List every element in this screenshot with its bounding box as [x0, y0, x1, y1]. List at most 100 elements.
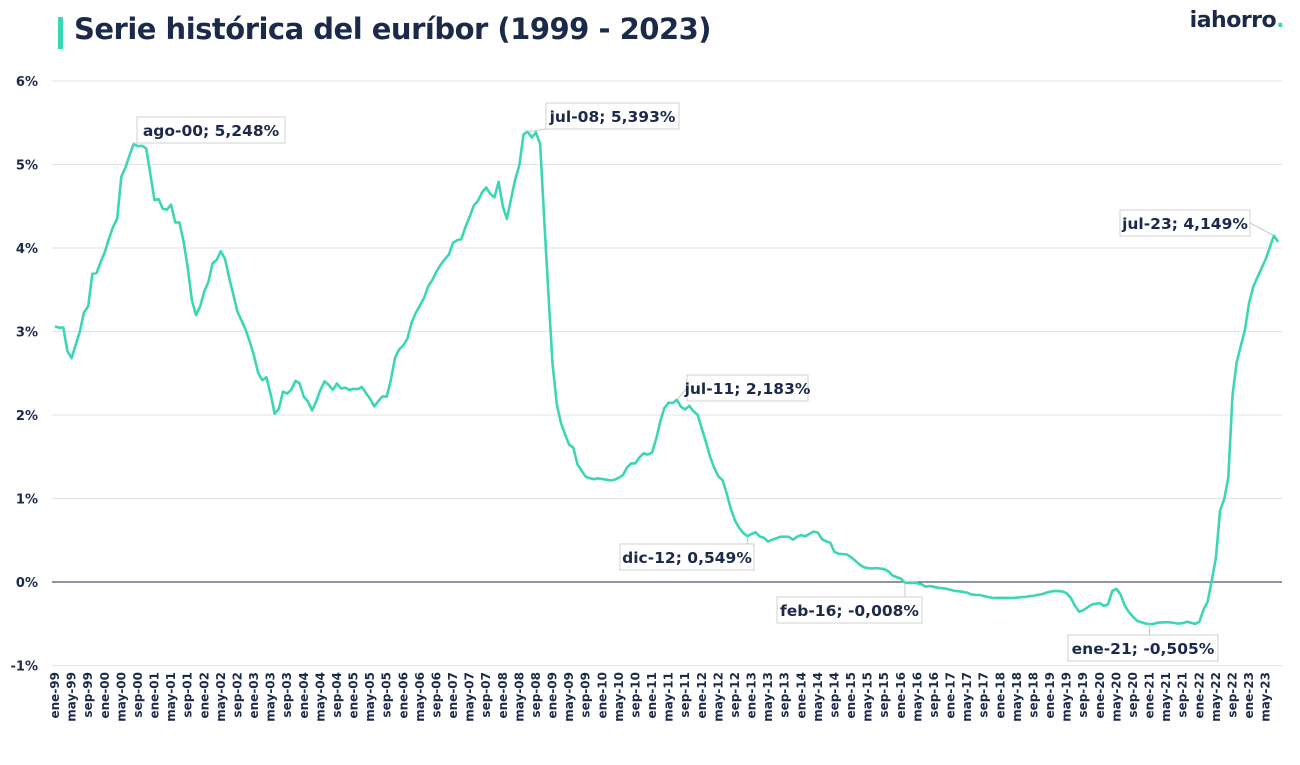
- y-tick-label: 3%: [16, 326, 38, 341]
- x-tick-label: ene-99: [48, 672, 62, 719]
- x-tick-label: sep-07: [479, 672, 493, 718]
- x-tick-label: may-23: [1259, 672, 1273, 722]
- x-tick-label: may-22: [1209, 672, 1223, 722]
- grid-lines: [52, 80, 1282, 666]
- x-tick-label: ene-09: [546, 672, 560, 719]
- iahorro-logo: iahorro.: [1189, 8, 1285, 33]
- x-tick-label: ene-13: [745, 672, 759, 719]
- annotation-callout: ago-00; 5,248%: [133, 116, 286, 145]
- x-tick-label: sep-06: [429, 672, 443, 718]
- x-tick-label: ene-23: [1242, 672, 1256, 719]
- title-accent-bar: [58, 17, 63, 49]
- callout-box: [686, 374, 809, 402]
- x-axis-ticks: ene-99 may-99 sep-99 ene-00 may-00 sep-00 ene-…: [48, 672, 1273, 722]
- y-tick-label: 4%: [16, 242, 38, 257]
- x-tick-label: ene-22: [1192, 672, 1206, 719]
- x-tick-label: may-19: [1060, 672, 1074, 722]
- x-tick-label: sep-20: [1126, 672, 1140, 718]
- callout-leader: [676, 387, 688, 401]
- annotation-callout: ene-21; -0,505%: [1067, 624, 1219, 662]
- x-tick-label: ene-21: [1143, 672, 1157, 719]
- callout-label: feb-16; -0,008%: [780, 602, 919, 620]
- annotation-callout: feb-16; -0,008%: [776, 582, 923, 624]
- annotation-callout: dic-12; 0,549%: [619, 536, 755, 571]
- x-tick-label: ene-00: [98, 672, 112, 719]
- x-tick-label: ene-11: [645, 672, 659, 719]
- y-tick-label: 0%: [16, 576, 38, 591]
- x-tick-label: ene-14: [794, 672, 808, 719]
- logo-dot: .: [1276, 8, 1284, 33]
- x-tick-label: may-04: [313, 672, 327, 722]
- x-tick-label: ene-01: [148, 672, 162, 719]
- callout-leader: [1249, 222, 1275, 237]
- callout-box: [1119, 209, 1251, 237]
- x-tick-label: sep-03: [280, 672, 294, 718]
- x-tick-label: sep-13: [778, 672, 792, 718]
- callout-label: dic-12; 0,549%: [622, 549, 752, 567]
- x-tick-label: may-15: [861, 672, 875, 722]
- x-tick-label: sep-12: [728, 672, 742, 718]
- x-tick-label: may-11: [662, 672, 676, 722]
- x-tick-label: sep-18: [1026, 672, 1040, 718]
- x-tick-label: ene-08: [496, 672, 510, 719]
- x-tick-label: ene-17: [944, 672, 958, 719]
- x-tick-label: ene-19: [1043, 672, 1057, 719]
- x-tick-label: sep-05: [380, 672, 394, 718]
- x-tick-label: may-09: [562, 672, 576, 722]
- x-tick-label: ene-03: [247, 672, 261, 719]
- x-tick-label: sep-09: [579, 672, 593, 718]
- x-tick-label: sep-00: [131, 672, 145, 718]
- y-axis-ticks: -1% 0% 1% 2% 3% 4% 5% 6%: [11, 75, 38, 675]
- euribor-series-line: [54, 130, 1280, 626]
- x-tick-label: sep-17: [977, 672, 991, 718]
- y-tick-label: -1%: [11, 660, 38, 675]
- logo-text: iahorro: [1189, 8, 1277, 33]
- x-tick-label: ene-04: [297, 672, 311, 719]
- x-tick-label: may-99: [65, 672, 79, 722]
- x-tick-label: sep-22: [1225, 672, 1239, 718]
- x-tick-label: may-12: [711, 672, 725, 722]
- x-tick-label: ene-06: [396, 672, 410, 719]
- x-tick-label: may-20: [1109, 672, 1123, 722]
- x-tick-label: ene-10: [595, 672, 609, 719]
- callout-label: jul-23; 4,149%: [1121, 215, 1248, 233]
- x-tick-label: may-03: [264, 672, 278, 722]
- annotations-group: ago-00; 5,248% jul-08; 5,393% jul-11; 2,18…: [133, 102, 1275, 662]
- x-tick-label: may-10: [612, 672, 626, 722]
- x-tick-label: sep-16: [927, 672, 941, 718]
- x-tick-label: may-07: [463, 672, 477, 722]
- x-tick-label: sep-11: [678, 672, 692, 718]
- callout-box: [1067, 634, 1219, 662]
- series-group: [54, 130, 1280, 626]
- callout-box: [545, 102, 680, 130]
- callout-label: jul-11; 2,183%: [684, 380, 811, 398]
- callout-leader: [133, 142, 138, 145]
- x-tick-label: sep-15: [877, 672, 891, 718]
- x-tick-label: may-14: [811, 672, 825, 722]
- y-tick-label: 1%: [16, 493, 38, 508]
- x-tick-label: sep-14: [827, 672, 841, 718]
- callout-box: [776, 596, 923, 624]
- x-tick-label: ene-20: [1093, 672, 1107, 719]
- x-tick-label: sep-21: [1176, 672, 1190, 718]
- callout-label: ago-00; 5,248%: [143, 122, 280, 140]
- x-tick-label: sep-04: [330, 672, 344, 718]
- annotation-callout: jul-23; 4,149%: [1119, 209, 1275, 237]
- x-tick-label: ene-18: [993, 672, 1007, 719]
- x-tick-label: sep-10: [628, 672, 642, 718]
- x-tick-label: sep-99: [81, 672, 95, 718]
- x-tick-label: may-21: [1159, 672, 1173, 722]
- x-tick-label: may-16: [910, 672, 924, 722]
- y-tick-label: 2%: [16, 409, 38, 424]
- callout-label: ene-21; -0,505%: [1072, 640, 1215, 658]
- x-tick-label: may-18: [1010, 672, 1024, 722]
- x-tick-label: may-06: [413, 672, 427, 722]
- x-tick-label: sep-08: [529, 672, 543, 718]
- x-tick-label: ene-15: [844, 672, 858, 719]
- x-tick-label: ene-02: [197, 672, 211, 719]
- callout-box: [136, 116, 286, 144]
- x-tick-label: ene-12: [695, 672, 709, 719]
- x-tick-label: ene-16: [894, 672, 908, 719]
- callout-box: [619, 543, 755, 571]
